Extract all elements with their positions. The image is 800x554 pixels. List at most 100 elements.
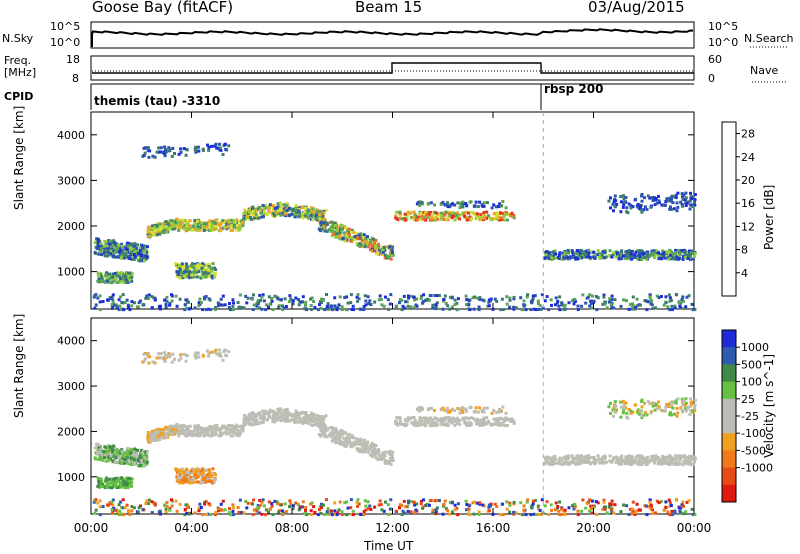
- power-cell: [456, 308, 460, 312]
- power-cell: [279, 298, 283, 302]
- velocity-cell: [98, 450, 102, 454]
- power-cell: [590, 300, 594, 304]
- power-cell: [260, 295, 264, 299]
- velocity-cell: [503, 418, 507, 422]
- velocity-cell: [625, 415, 629, 419]
- power-cell: [342, 231, 346, 235]
- power-cell: [589, 302, 593, 306]
- velocity-cell: [645, 457, 649, 461]
- power-cell: [427, 201, 431, 205]
- velocity-cell: [676, 463, 680, 466]
- power-cell: [253, 216, 257, 220]
- velocity-cell: [434, 424, 438, 428]
- velocity-cell: [144, 352, 148, 355]
- velocity-cell: [502, 417, 505, 421]
- power-cell: [374, 244, 378, 248]
- velocity-cell: [130, 457, 134, 460]
- power-cell: [364, 243, 368, 247]
- power-cell: [159, 224, 163, 228]
- power-cell: [426, 215, 430, 219]
- power-cell: [194, 145, 198, 149]
- power-cell: [475, 296, 479, 300]
- power-cell: [547, 251, 551, 255]
- power-cell: [229, 308, 232, 312]
- power-cell: [262, 215, 265, 219]
- power-cell: [635, 304, 639, 308]
- power-cell: [182, 270, 186, 274]
- power-cell: [183, 226, 187, 230]
- velocity-cell: [178, 431, 182, 435]
- power-cell: [395, 210, 399, 214]
- power-cell: [246, 296, 250, 300]
- velocity-cell: [566, 456, 570, 460]
- power-cell: [522, 304, 526, 308]
- velocity-cell: [598, 461, 602, 465]
- power-cell: [553, 249, 557, 253]
- velocity-cell: [356, 441, 360, 445]
- power-cell: [646, 300, 650, 304]
- power-cell: [324, 208, 328, 212]
- power-cell: [227, 305, 231, 309]
- power-cell: [609, 302, 613, 306]
- velocity-cell: [148, 355, 152, 359]
- power-cell: [194, 150, 198, 154]
- power-cell: [100, 279, 103, 283]
- velocity-cell: [287, 412, 291, 416]
- velocity-cell: [442, 419, 446, 423]
- velocity-cell: [615, 408, 619, 412]
- power-cell: [263, 210, 266, 213]
- power-cell: [205, 222, 209, 226]
- velocity-cell: [611, 408, 615, 412]
- velocity-cell: [184, 434, 188, 437]
- velocity-cell: [190, 433, 194, 437]
- velocity-cell: [128, 483, 132, 487]
- velocity-cell: [145, 450, 149, 454]
- power-cell: [201, 148, 205, 152]
- velocity-cell: [371, 443, 375, 447]
- power-cell: [450, 215, 454, 219]
- power-cell: [320, 297, 323, 301]
- velocity-cell: [184, 480, 188, 484]
- velocity-cell: [322, 426, 326, 430]
- velocity-cell: [553, 454, 557, 458]
- power-cell: [271, 212, 275, 216]
- power-cell: [125, 276, 129, 280]
- power-cell: [505, 295, 509, 299]
- velocity-cell: [568, 460, 572, 464]
- power-cell: [323, 224, 327, 228]
- power-cell: [100, 247, 104, 251]
- velocity-cell: [179, 353, 183, 357]
- power-cell: [206, 272, 210, 276]
- velocity-cell: [113, 446, 116, 450]
- velocity-cell: [311, 423, 315, 427]
- power-cell: [259, 211, 263, 215]
- power-cell: [228, 302, 231, 305]
- power-cell: [440, 214, 444, 218]
- power-cell: [111, 243, 115, 247]
- power-cell: [205, 225, 209, 229]
- power-cell: [669, 208, 673, 211]
- power-cell: [333, 296, 337, 300]
- velocity-cell: [645, 413, 649, 417]
- power-cell: [409, 294, 413, 298]
- velocity-cell: [156, 427, 160, 431]
- velocity-cell: [669, 413, 673, 417]
- power-cell: [282, 207, 286, 211]
- velocity-cell: [203, 476, 207, 480]
- power-cell: [481, 298, 485, 302]
- velocity-cell: [415, 423, 419, 427]
- velocity-cell: [546, 460, 550, 464]
- velocity-cell: [108, 452, 112, 456]
- velocity-cell: [408, 417, 412, 421]
- velocity-cell: [139, 448, 143, 452]
- power-cell: [285, 212, 289, 216]
- velocity-cell: [672, 412, 676, 416]
- power-cell: [571, 251, 575, 255]
- velocity-cell: [674, 401, 678, 405]
- velocity-cell: [682, 399, 686, 403]
- power-cell: [264, 308, 268, 312]
- power-cell: [448, 213, 452, 217]
- velocity-cell: [325, 427, 329, 431]
- velocity-cell: [430, 422, 434, 425]
- velocity-cell: [155, 429, 159, 433]
